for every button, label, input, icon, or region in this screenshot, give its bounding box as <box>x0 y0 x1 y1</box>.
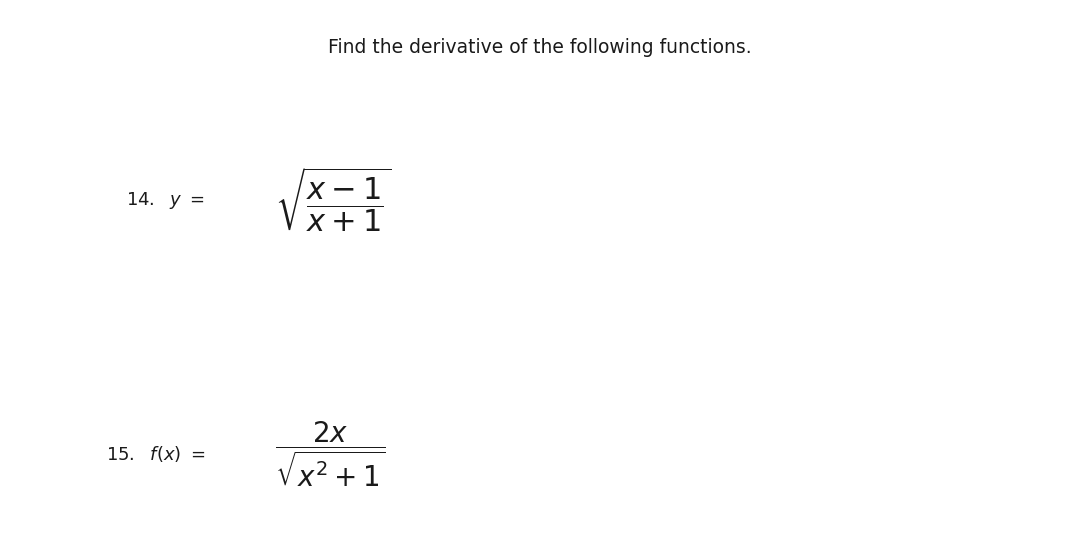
Text: $14.\ \ y\ =$: $14.\ \ y\ =$ <box>126 190 205 210</box>
Text: Find the derivative of the following functions.: Find the derivative of the following fun… <box>328 38 752 57</box>
Text: $15.\ \ f(x)\ =$: $15.\ \ f(x)\ =$ <box>106 445 205 464</box>
Text: $\sqrt{\dfrac{x-1}{x+1}}$: $\sqrt{\dfrac{x-1}{x+1}}$ <box>275 166 392 234</box>
Text: $\dfrac{2x}{\sqrt{x^2+1}}$: $\dfrac{2x}{\sqrt{x^2+1}}$ <box>275 420 387 489</box>
